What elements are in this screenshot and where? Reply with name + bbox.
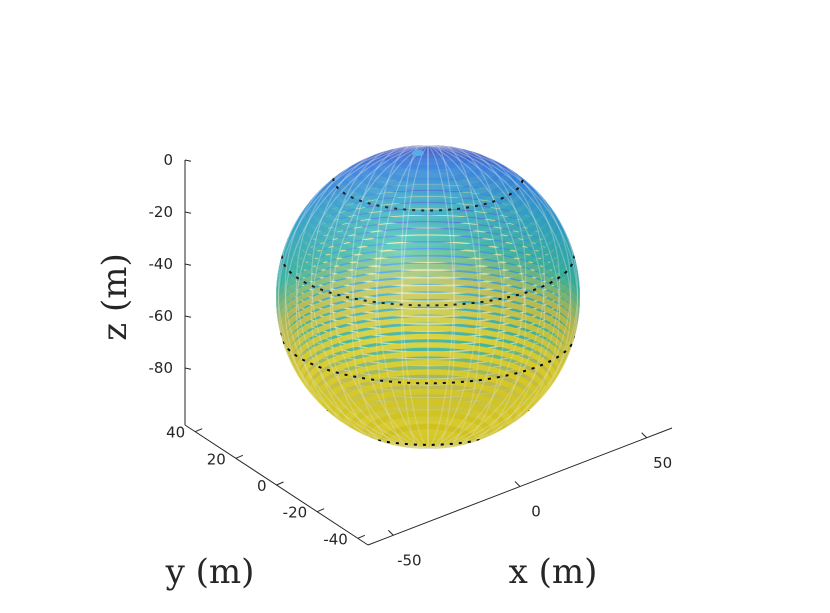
z-tick-mark bbox=[184, 159, 192, 162]
x-axis-label: x (m) bbox=[509, 552, 598, 592]
x-tick-mark bbox=[514, 481, 521, 487]
z-tick-label: -40 bbox=[149, 255, 174, 273]
z-tick-label: -60 bbox=[149, 307, 174, 325]
x-tick-label: -50 bbox=[397, 551, 422, 569]
z-tick-mark bbox=[184, 211, 192, 214]
y-tick-mark bbox=[235, 454, 244, 459]
x-tick-label: 50 bbox=[653, 454, 672, 472]
y-tick-mark bbox=[357, 534, 366, 539]
y-axis-label: y (m) bbox=[165, 552, 255, 592]
z-tick-label: -80 bbox=[149, 359, 174, 377]
y-tick-mark bbox=[316, 508, 325, 513]
x-tick-mark bbox=[641, 432, 648, 439]
tick-group: 0 -20 -40 -60 -80 -40 -20 0 20 40 -50 0 50 bbox=[149, 151, 673, 569]
y-tick-label: 40 bbox=[166, 424, 185, 442]
y-tick-mark bbox=[276, 481, 284, 486]
x-tick-mark bbox=[387, 529, 394, 536]
z-tick-label: 0 bbox=[163, 151, 173, 169]
y-tick-label: -40 bbox=[323, 530, 348, 548]
z-tick-mark bbox=[184, 263, 192, 266]
z-axis-label: z (m) bbox=[95, 253, 135, 341]
z-tick-mark bbox=[184, 315, 192, 318]
z-tick-label: -20 bbox=[149, 203, 174, 221]
sphere-surface bbox=[276, 145, 580, 449]
y-tick-label: 20 bbox=[207, 450, 226, 468]
sphere-shading bbox=[276, 145, 580, 449]
y-tick-label: 0 bbox=[257, 477, 267, 495]
z-tick-mark bbox=[184, 367, 192, 370]
y-tick-label: -20 bbox=[283, 504, 308, 522]
y-tick-mark bbox=[194, 428, 203, 433]
x-tick-label: 0 bbox=[531, 503, 541, 521]
